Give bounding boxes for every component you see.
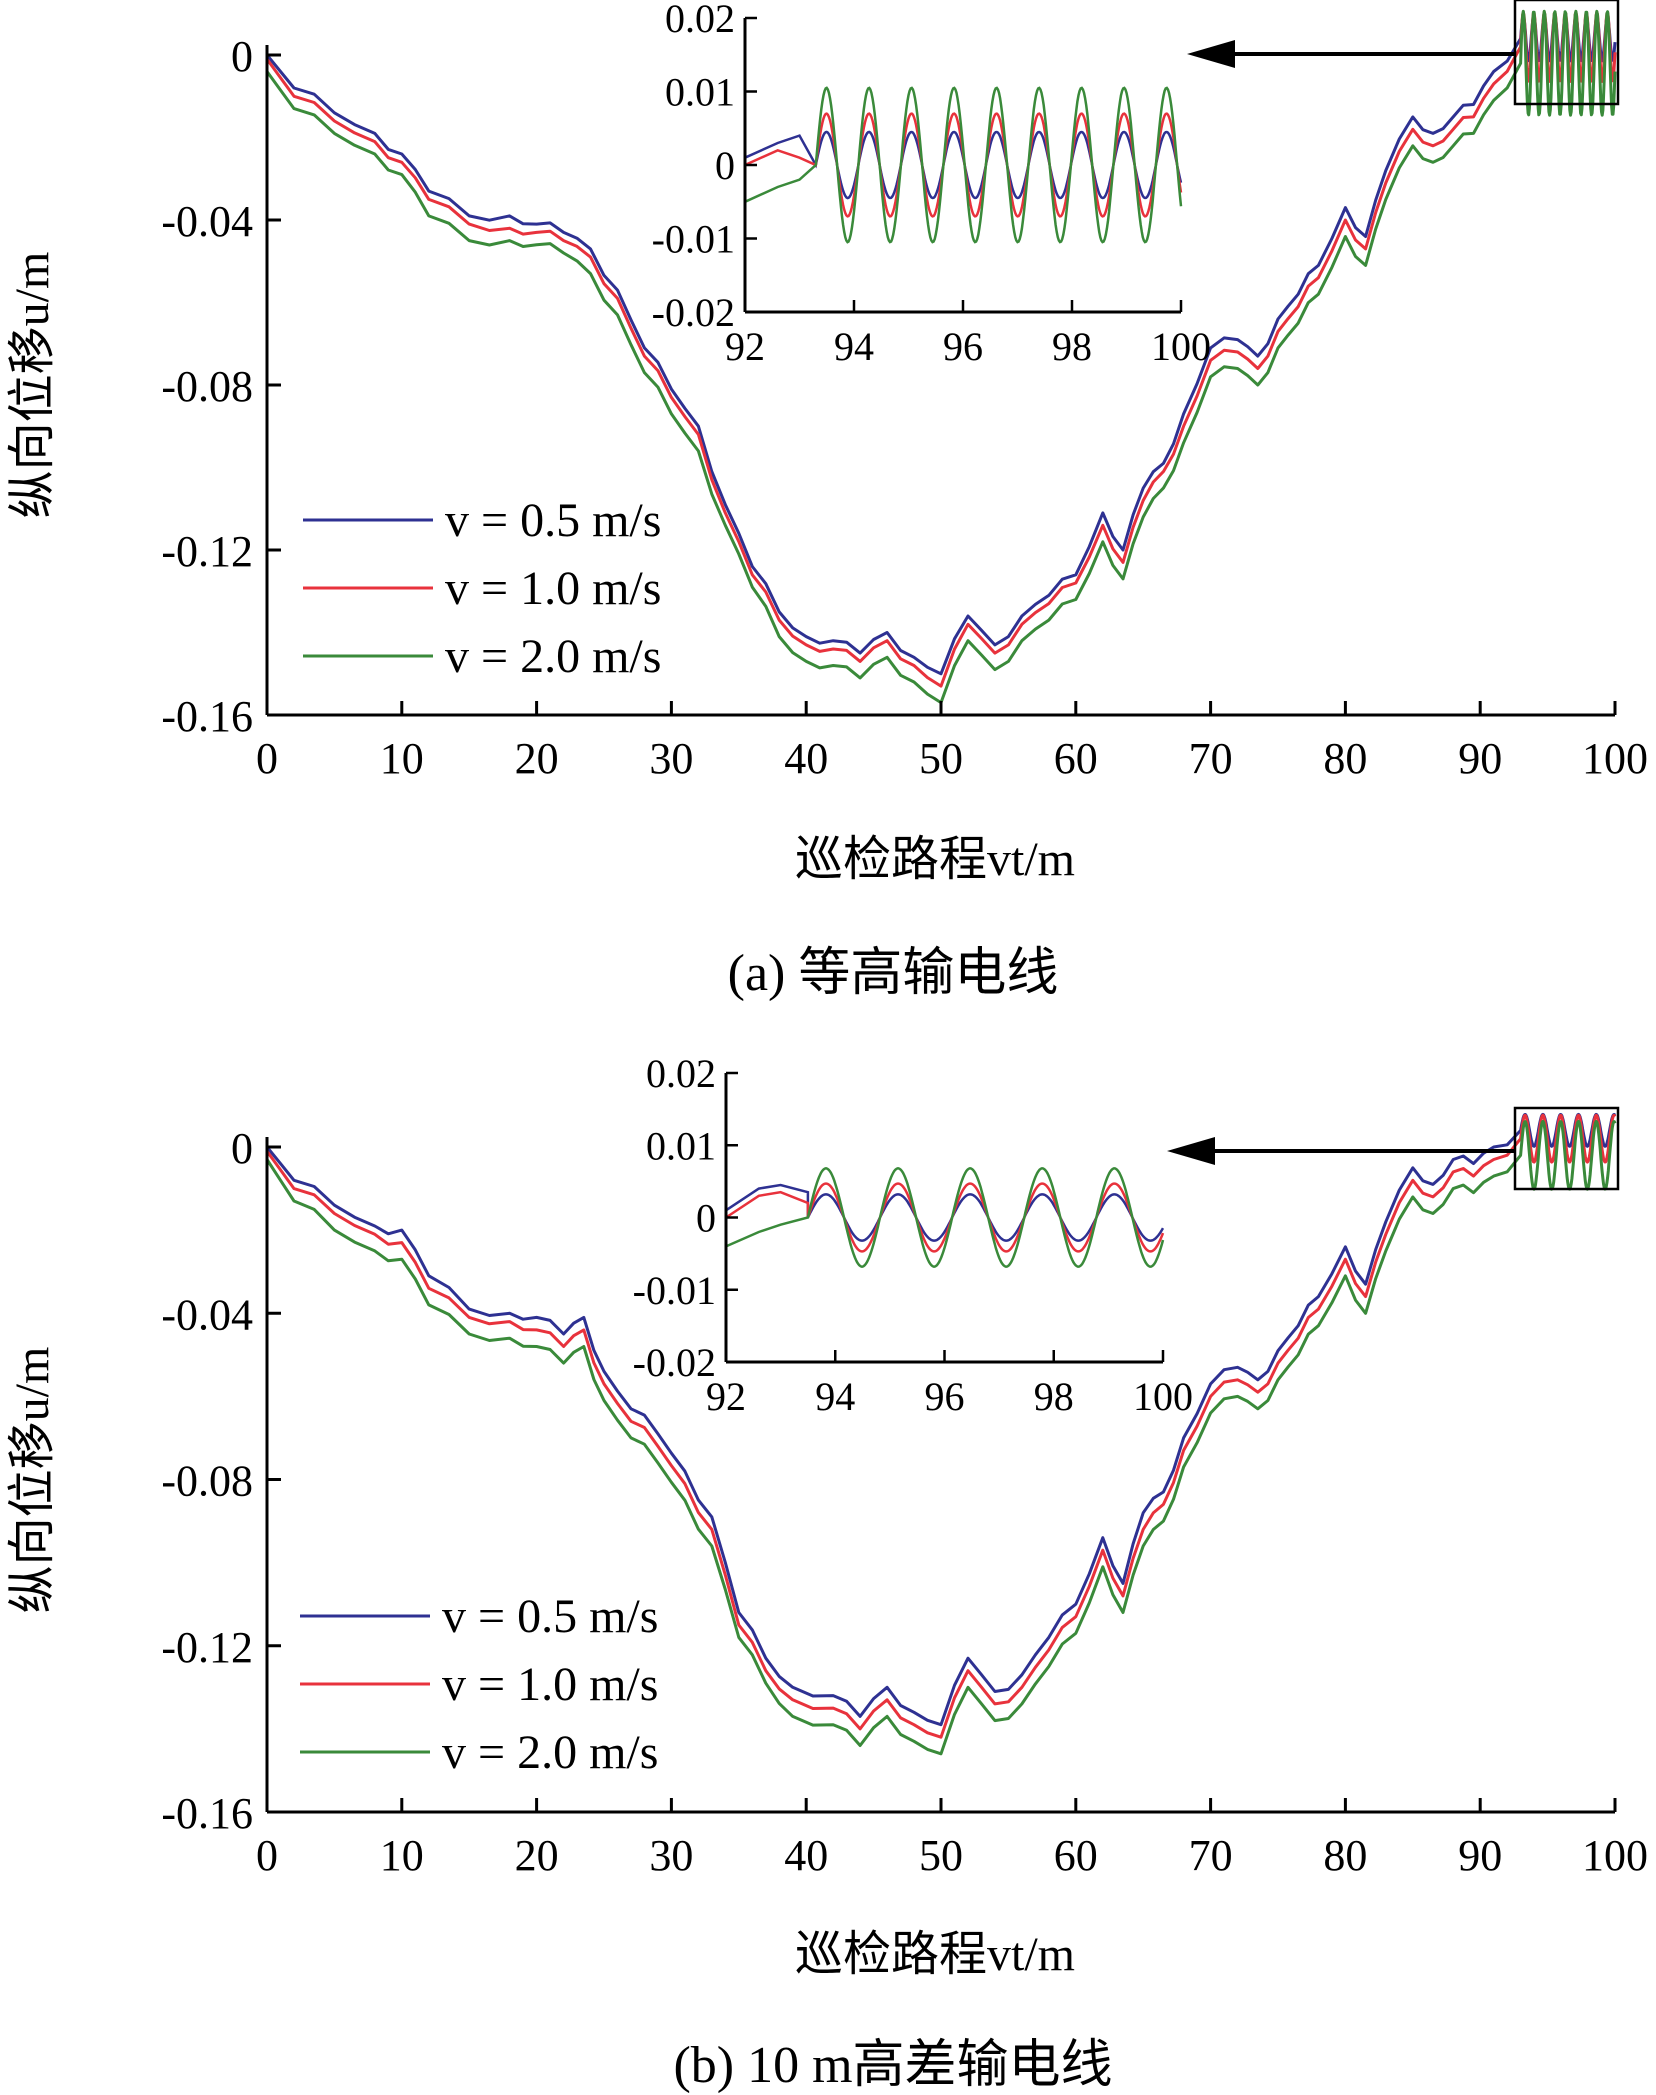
x-axis-label: 巡检路程vt/m: [795, 1928, 1075, 1981]
legend: v = 0.5 m/s v = 1.0 m/s v = 2.0 m/s: [303, 494, 661, 683]
legend-label-3: v = 2.0 m/s: [442, 1726, 658, 1779]
inset-x-tick-label: 100: [1151, 324, 1211, 369]
inset-background: [726, 1073, 1163, 1362]
panel-b: 0 10 20 30 40 50 60 70 80 90 100 0 -0.04 -0.08 -0.12 -0…: [6, 1051, 1648, 2094]
x-tick-label: 10: [380, 734, 424, 783]
inset-x-tick-label: 92: [706, 1374, 746, 1419]
x-tick-label: 0: [256, 1831, 278, 1880]
inset-x-tick-label: 100: [1133, 1374, 1193, 1419]
x-tick-label: 40: [784, 734, 828, 783]
series-group: [265, 9, 1617, 705]
zoom-box: [1513, 1106, 1620, 1191]
x-tick-label: 0: [256, 734, 278, 783]
caption: (a) 等高输电线: [728, 945, 1059, 1002]
y-axis-label: 纵向位移u/m: [6, 1347, 59, 1614]
legend-label-2: v = 1.0 m/s: [442, 1658, 658, 1711]
y-tick-label: -0.08: [161, 362, 253, 411]
series-line-1: [265, 1112, 1617, 1727]
x-tick-label: 70: [1189, 734, 1233, 783]
x-tick-label: 60: [1054, 734, 1098, 783]
inset-x-tick-label: 98: [1052, 324, 1092, 369]
x-tick-label: 50: [919, 1831, 963, 1880]
y-tick-label: -0.12: [161, 527, 253, 576]
inset-series-line-2: [725, 1182, 1165, 1253]
x-tick-label: 80: [1323, 734, 1367, 783]
x-tick-label: 80: [1323, 1831, 1367, 1880]
inset-y-tick-label: 0.02: [646, 1051, 716, 1096]
y-tick-label: -0.12: [161, 1623, 253, 1672]
series-line-3: [265, 1119, 1617, 1756]
x-tick-label: 90: [1458, 1831, 1502, 1880]
inset-background: [745, 18, 1181, 312]
inset-series-line-1: [744, 130, 1183, 200]
legend: v = 0.5 m/s v = 1.0 m/s v = 2.0 m/s: [300, 1590, 658, 1779]
x-tick-label: 30: [649, 1831, 693, 1880]
inset-series-line-2: [744, 112, 1183, 218]
x-tick-label: 100: [1582, 734, 1648, 783]
series-group: [265, 1112, 1617, 1756]
legend-label-3: v = 2.0 m/s: [445, 630, 661, 683]
inset-y-tick-label: -0.01: [652, 217, 735, 262]
x-tick-label: 90: [1458, 734, 1502, 783]
y-tick-label: -0.16: [161, 1789, 253, 1838]
x-tick-label: 20: [515, 734, 559, 783]
arrowhead: [1167, 1137, 1215, 1165]
y-tick-label: 0: [231, 1124, 253, 1173]
inset-y-tick-label: 0.01: [665, 70, 735, 115]
x-tick-label: 50: [919, 734, 963, 783]
inset-series-line-3: [725, 1167, 1165, 1268]
panel-a: 0 10 20 30 40 50 60 70 80 90 100 0 -0.04 -0.08 -0.12 -0…: [6, 0, 1648, 1002]
arrowhead: [1187, 40, 1235, 68]
caption: (b) 10 m高差输电线: [673, 2037, 1112, 2094]
x-tick-label: 20: [515, 1831, 559, 1880]
y-tick-label: -0.16: [161, 692, 253, 741]
inset-y-tick-label: -0.01: [633, 1268, 716, 1313]
y-tick-label: -0.04: [161, 1290, 253, 1339]
y-axis-label: 纵向位移u/m: [6, 252, 59, 519]
y-tick-label: -0.08: [161, 1457, 253, 1506]
inset-y-tick-label: 0.01: [646, 1123, 716, 1168]
x-tick-label: 30: [649, 734, 693, 783]
inset-x-tick-label: 92: [725, 324, 765, 369]
y-tick-label: 0: [231, 32, 253, 81]
inset: 92 94 96 98 100 0.02 0.01 0 -0.01 -0.02: [652, 0, 1211, 369]
inset-x-tick-label: 96: [925, 1374, 965, 1419]
inset-x-tick-label: 94: [834, 324, 874, 369]
inset-x-tick-label: 96: [943, 324, 983, 369]
x-tick-label: 70: [1189, 1831, 1233, 1880]
inset-y-tick-label: -0.02: [633, 1340, 716, 1385]
x-tick-label: 100: [1582, 1831, 1648, 1880]
series-line-2: [265, 1113, 1617, 1739]
y-tick-label: -0.04: [161, 197, 253, 246]
axes: 0 10 20 30 40 50 60 70 80 90 100 0 -0.04 -0.08 -0.12 -0…: [161, 1106, 1648, 1880]
inset-series-line-1: [725, 1183, 1165, 1242]
inset-series-line-3: [744, 86, 1183, 244]
inset-y-tick-label: 0.02: [665, 0, 735, 41]
axes: 0 10 20 30 40 50 60 70 80 90 100 0 -0.04 -0.08 -0.12 -0…: [161, 0, 1648, 783]
legend-label-1: v = 0.5 m/s: [445, 494, 661, 547]
x-tick-label: 60: [1054, 1831, 1098, 1880]
inset-y-tick-label: -0.02: [652, 290, 735, 335]
x-tick-label: 10: [380, 1831, 424, 1880]
x-axis-label: 巡检路程vt/m: [795, 833, 1075, 886]
inset: 92 94 96 98 100 0.02 0.01 0 -0.01 -0.02: [633, 1051, 1193, 1419]
inset-y-tick-label: 0: [715, 143, 735, 188]
legend-label-2: v = 1.0 m/s: [445, 562, 661, 615]
inset-x-tick-label: 98: [1034, 1374, 1074, 1419]
x-tick-label: 40: [784, 1831, 828, 1880]
inset-y-tick-label: 0: [696, 1196, 716, 1241]
inset-x-tick-label: 94: [815, 1374, 855, 1419]
series-line-3: [265, 9, 1617, 705]
legend-label-1: v = 0.5 m/s: [442, 1590, 658, 1643]
